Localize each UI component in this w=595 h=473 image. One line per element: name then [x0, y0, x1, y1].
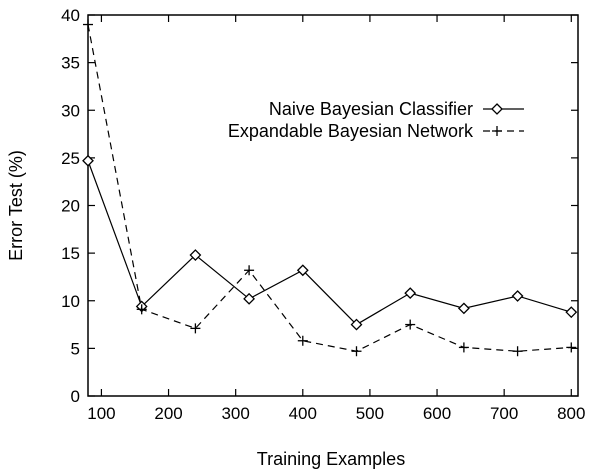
plus-marker: [351, 346, 362, 357]
legend-label: Naive Bayesian Classifier: [269, 99, 473, 119]
plus-marker: [297, 335, 308, 346]
legend-plus-marker: [492, 126, 502, 136]
series-2: [83, 19, 577, 357]
plus-marker: [405, 319, 416, 330]
series-layer: [82, 19, 578, 357]
plus-marker: [512, 346, 523, 357]
y-tick-label: 35: [61, 54, 80, 73]
y-tick-label: 15: [61, 244, 80, 263]
y-tick-label: 5: [71, 339, 80, 358]
diamond-marker: [457, 302, 470, 315]
legend-diamond-marker: [491, 103, 503, 115]
x-tick-label: 400: [289, 404, 317, 423]
x-tick-label: 100: [87, 404, 115, 423]
y-axis-label: Error Test (%): [6, 150, 26, 261]
y-tick-label: 30: [61, 101, 80, 120]
diamond-marker: [350, 318, 363, 331]
x-tick-label: 300: [221, 404, 249, 423]
diamond-marker: [404, 287, 417, 300]
plus-marker: [83, 19, 93, 30]
diamond-marker: [565, 306, 578, 319]
plus-marker: [190, 323, 201, 334]
diamond-marker: [243, 292, 256, 305]
plus-marker: [458, 342, 469, 353]
y-tick-label: 25: [61, 149, 80, 168]
y-tick-label: 20: [61, 197, 80, 216]
diamond-marker: [82, 154, 94, 167]
plot-frame: [87, 14, 579, 397]
y-tick-label: 0: [71, 387, 80, 406]
diamond-marker: [511, 290, 524, 302]
axis-layer: 0 5 10 15 20 25 30 35 40 100 200 300 400 500 600 700 800: [61, 6, 585, 423]
series-line: [87, 24, 572, 352]
plus-marker: [136, 304, 147, 315]
x-axis-label: Training Examples: [257, 449, 405, 469]
diamond-marker: [189, 249, 202, 261]
x-tick-label: 800: [557, 404, 585, 423]
legend-item: Naive Bayesian Classifier: [269, 99, 524, 119]
y-tick-label: 40: [61, 6, 80, 25]
legend-item: Expandable Bayesian Network: [228, 121, 524, 141]
plus-marker: [244, 265, 255, 276]
series-1: [82, 154, 578, 331]
plus-marker: [566, 342, 577, 353]
series-line: [87, 160, 572, 326]
diamond-marker: [296, 264, 309, 277]
x-tick-label: 700: [490, 404, 518, 423]
x-tick-label: 600: [423, 404, 451, 423]
y-tick-label: 10: [61, 292, 80, 311]
x-tick-label: 200: [154, 404, 182, 423]
legend-label: Expandable Bayesian Network: [228, 121, 474, 141]
x-tick-label: 500: [356, 404, 384, 423]
